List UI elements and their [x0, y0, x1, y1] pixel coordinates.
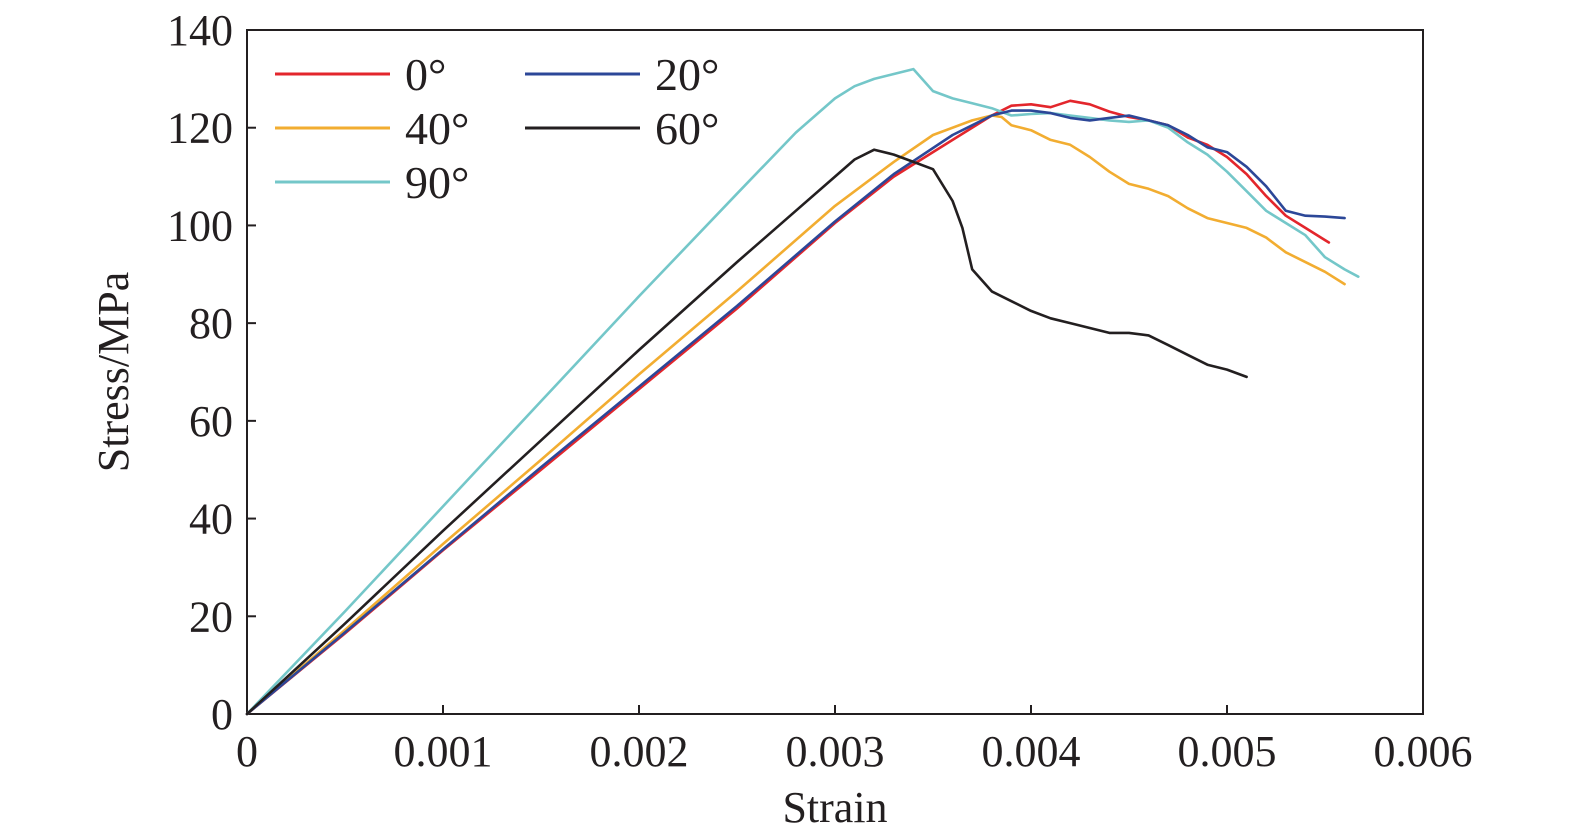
series-line-90-deg: [245, 67, 1360, 716]
legend-label-40-deg: 40°: [405, 103, 469, 154]
y-tick-label: 20: [189, 592, 233, 641]
legend-label-20-deg: 20°: [655, 49, 719, 100]
x-tick-label: 0.002: [590, 727, 689, 776]
series-lines: [245, 67, 1360, 716]
series-line-60-deg: [245, 148, 1248, 716]
x-tick-label: 0.001: [394, 727, 493, 776]
x-tick-label: 0.003: [786, 727, 885, 776]
y-tick-label: 0: [211, 690, 233, 739]
x-tick-label: 0.006: [1374, 727, 1473, 776]
y-tick-label: 40: [189, 495, 233, 544]
y-tick-label: 120: [167, 104, 233, 153]
series-line-0-deg: [245, 99, 1331, 716]
x-axis-title: Strain: [782, 783, 887, 832]
series-line-40-deg: [245, 114, 1346, 716]
y-tick-label: 80: [189, 299, 233, 348]
y-tick-label: 140: [167, 6, 233, 55]
legend-label-90-deg: 90°: [405, 157, 469, 208]
y-axis-title: Stress/MPa: [89, 272, 138, 472]
x-tick-label: 0.004: [982, 727, 1081, 776]
y-tick-label: 60: [189, 397, 233, 446]
axis-ticks: 0 0.001 0.002 0.003 0.004 0.005 0.006 0 20 40 60 80…: [167, 6, 1473, 776]
legend: 0° 20° 40° 60° 90°: [275, 49, 719, 208]
legend-label-60-deg: 60°: [655, 103, 719, 154]
series-line-20-deg: [245, 109, 1346, 716]
x-tick-label: 0: [236, 727, 258, 776]
y-tick-label: 100: [167, 201, 233, 250]
legend-label-0-deg: 0°: [405, 49, 446, 100]
x-tick-label: 0.005: [1178, 727, 1277, 776]
